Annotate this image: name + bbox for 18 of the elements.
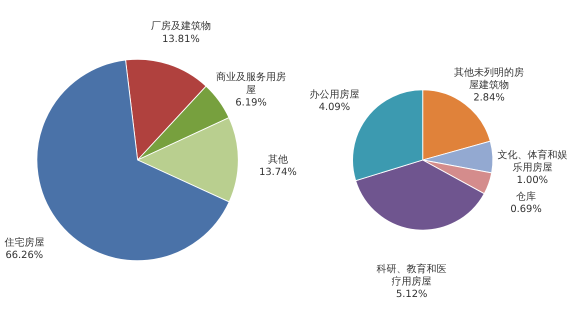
slice-label: 住宅房屋 (4, 236, 44, 248)
data-label: 5.12% (396, 289, 428, 300)
slice-label: 其他未列明的房屋建筑物 (454, 66, 524, 91)
data-label: 0.69% (510, 204, 542, 216)
data-label: 4.09% (318, 102, 350, 114)
slice-label: 厂房及建筑物 (150, 20, 211, 32)
data-label: 2.84% (473, 92, 505, 104)
slice-label: 办公用房屋 (309, 88, 360, 101)
slice-label: 商业及服务用房屋 (216, 71, 286, 96)
slice-label: 科研、教育和医疗用房屋 (376, 262, 447, 288)
data-label: 6.19% (235, 97, 267, 108)
data-label: 1.00% (516, 175, 548, 186)
data-label: 66.26% (5, 250, 44, 262)
data-label: 13.74% (259, 166, 297, 178)
slice-label: 其他 (268, 153, 288, 166)
slice-label: 文化、体育和娱乐用房屋 (497, 148, 568, 174)
slice-label: 仓库 (516, 190, 536, 203)
data-label: 13.81% (162, 34, 200, 45)
